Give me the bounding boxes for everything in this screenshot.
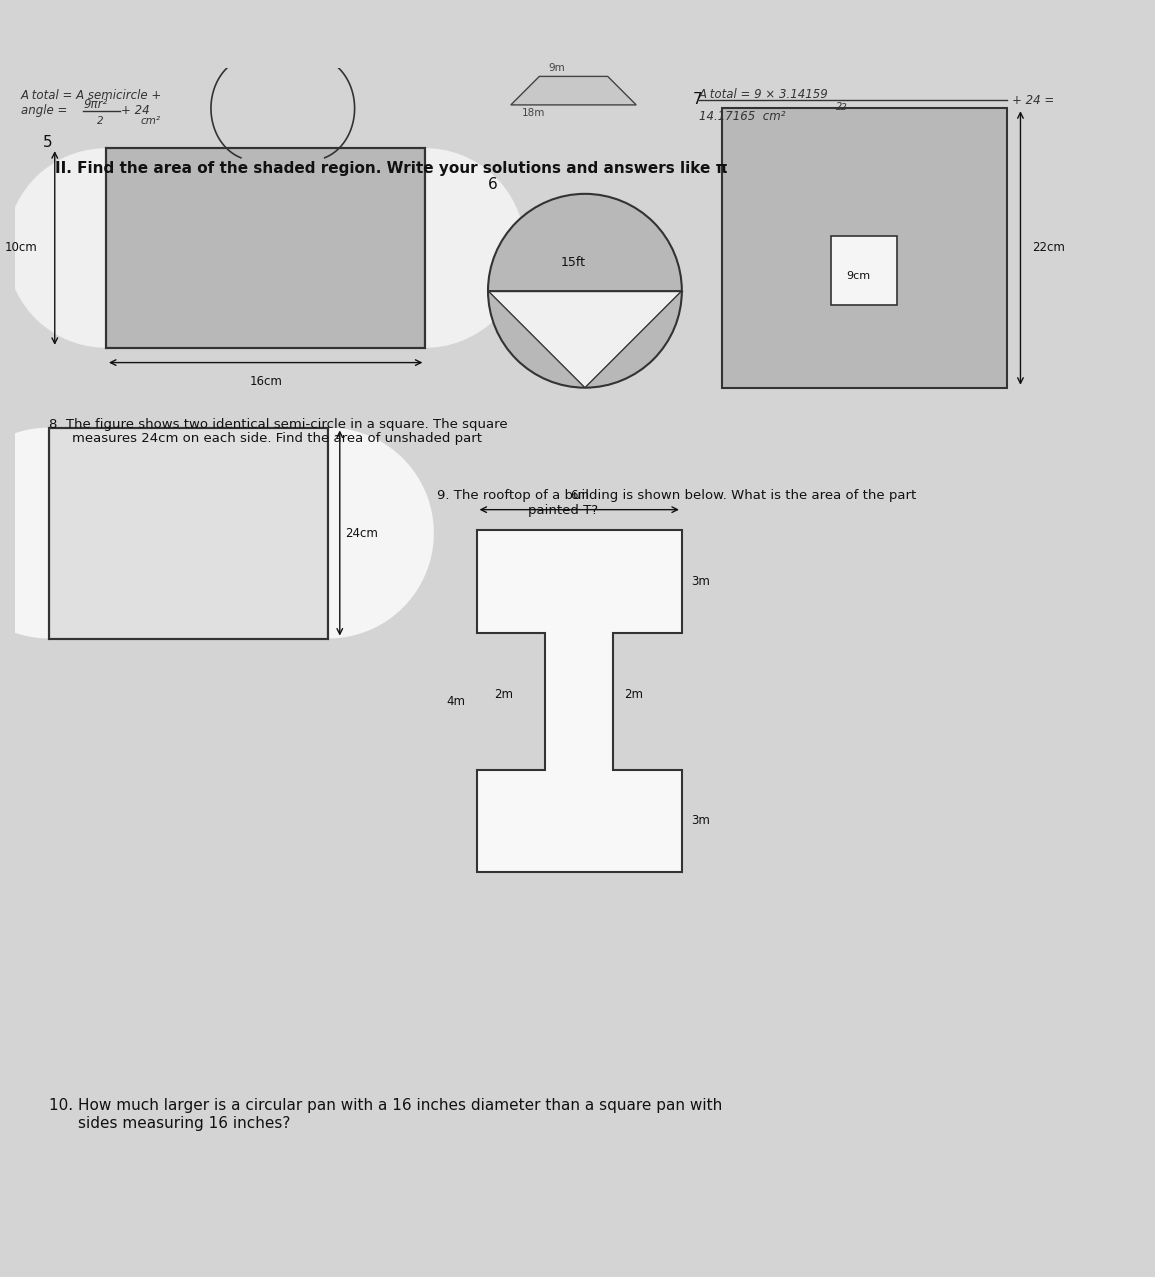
Text: sides measuring 16 inches?: sides measuring 16 inches? xyxy=(77,1116,290,1130)
Text: 3m: 3m xyxy=(691,575,710,587)
Bar xyxy=(49,428,328,638)
Bar xyxy=(106,148,425,347)
Polygon shape xyxy=(328,428,434,638)
Text: 18m: 18m xyxy=(522,109,545,119)
Text: 9πr²: 9πr² xyxy=(83,98,107,111)
Text: 10. How much larger is a circular pan with a 16 inches diameter than a square pa: 10. How much larger is a circular pan wi… xyxy=(49,1098,722,1114)
Polygon shape xyxy=(511,77,636,105)
Polygon shape xyxy=(489,291,681,388)
Text: + 24 =: + 24 = xyxy=(1013,93,1055,107)
Text: + 24: + 24 xyxy=(121,105,149,117)
Text: 4m: 4m xyxy=(446,695,465,707)
Polygon shape xyxy=(425,148,526,347)
Text: 5: 5 xyxy=(44,135,53,149)
Text: 6m: 6m xyxy=(569,489,589,502)
Text: 2: 2 xyxy=(842,102,848,112)
Text: painted T?: painted T? xyxy=(528,504,598,517)
Polygon shape xyxy=(477,530,681,872)
Text: 9. The rooftop of a building is shown below. What is the area of the part: 9. The rooftop of a building is shown be… xyxy=(437,489,916,502)
Text: II. Find the area of the shaded region. Write your solutions and answers like π: II. Find the area of the shaded region. … xyxy=(54,161,728,176)
Bar xyxy=(49,428,328,638)
Text: 24cm: 24cm xyxy=(345,526,379,540)
Text: 9m: 9m xyxy=(549,63,565,73)
Text: A total = A semicircle +: A total = A semicircle + xyxy=(21,89,162,102)
Text: A total = 9 × 3.14159: A total = 9 × 3.14159 xyxy=(699,88,828,101)
Text: measures 24cm on each side. Find the area of unshaded part: measures 24cm on each side. Find the are… xyxy=(72,433,482,446)
Text: 2m: 2m xyxy=(493,688,513,701)
Text: cm²: cm² xyxy=(140,116,161,126)
Text: 22cm: 22cm xyxy=(1031,241,1065,254)
Text: 7: 7 xyxy=(693,92,703,107)
Polygon shape xyxy=(0,428,49,638)
Text: 8  The figure shows two identical semi-circle in a square. The square: 8 The figure shows two identical semi-ci… xyxy=(49,418,508,430)
Text: 2: 2 xyxy=(97,116,104,126)
Text: angle =: angle = xyxy=(21,105,67,117)
Text: 9cm: 9cm xyxy=(847,271,871,281)
Polygon shape xyxy=(6,148,106,347)
Text: 6: 6 xyxy=(489,178,498,193)
Text: 16cm: 16cm xyxy=(249,375,282,388)
Text: 15ft: 15ft xyxy=(561,255,586,268)
Text: 14.17165  cm²: 14.17165 cm² xyxy=(699,110,785,123)
Bar xyxy=(106,148,425,347)
Text: 3m: 3m xyxy=(691,815,710,827)
Bar xyxy=(832,236,897,304)
Circle shape xyxy=(489,194,681,388)
Text: 2m: 2m xyxy=(624,688,642,701)
Text: 2: 2 xyxy=(836,102,842,112)
Text: 10cm: 10cm xyxy=(5,241,38,254)
Bar xyxy=(722,109,1007,388)
